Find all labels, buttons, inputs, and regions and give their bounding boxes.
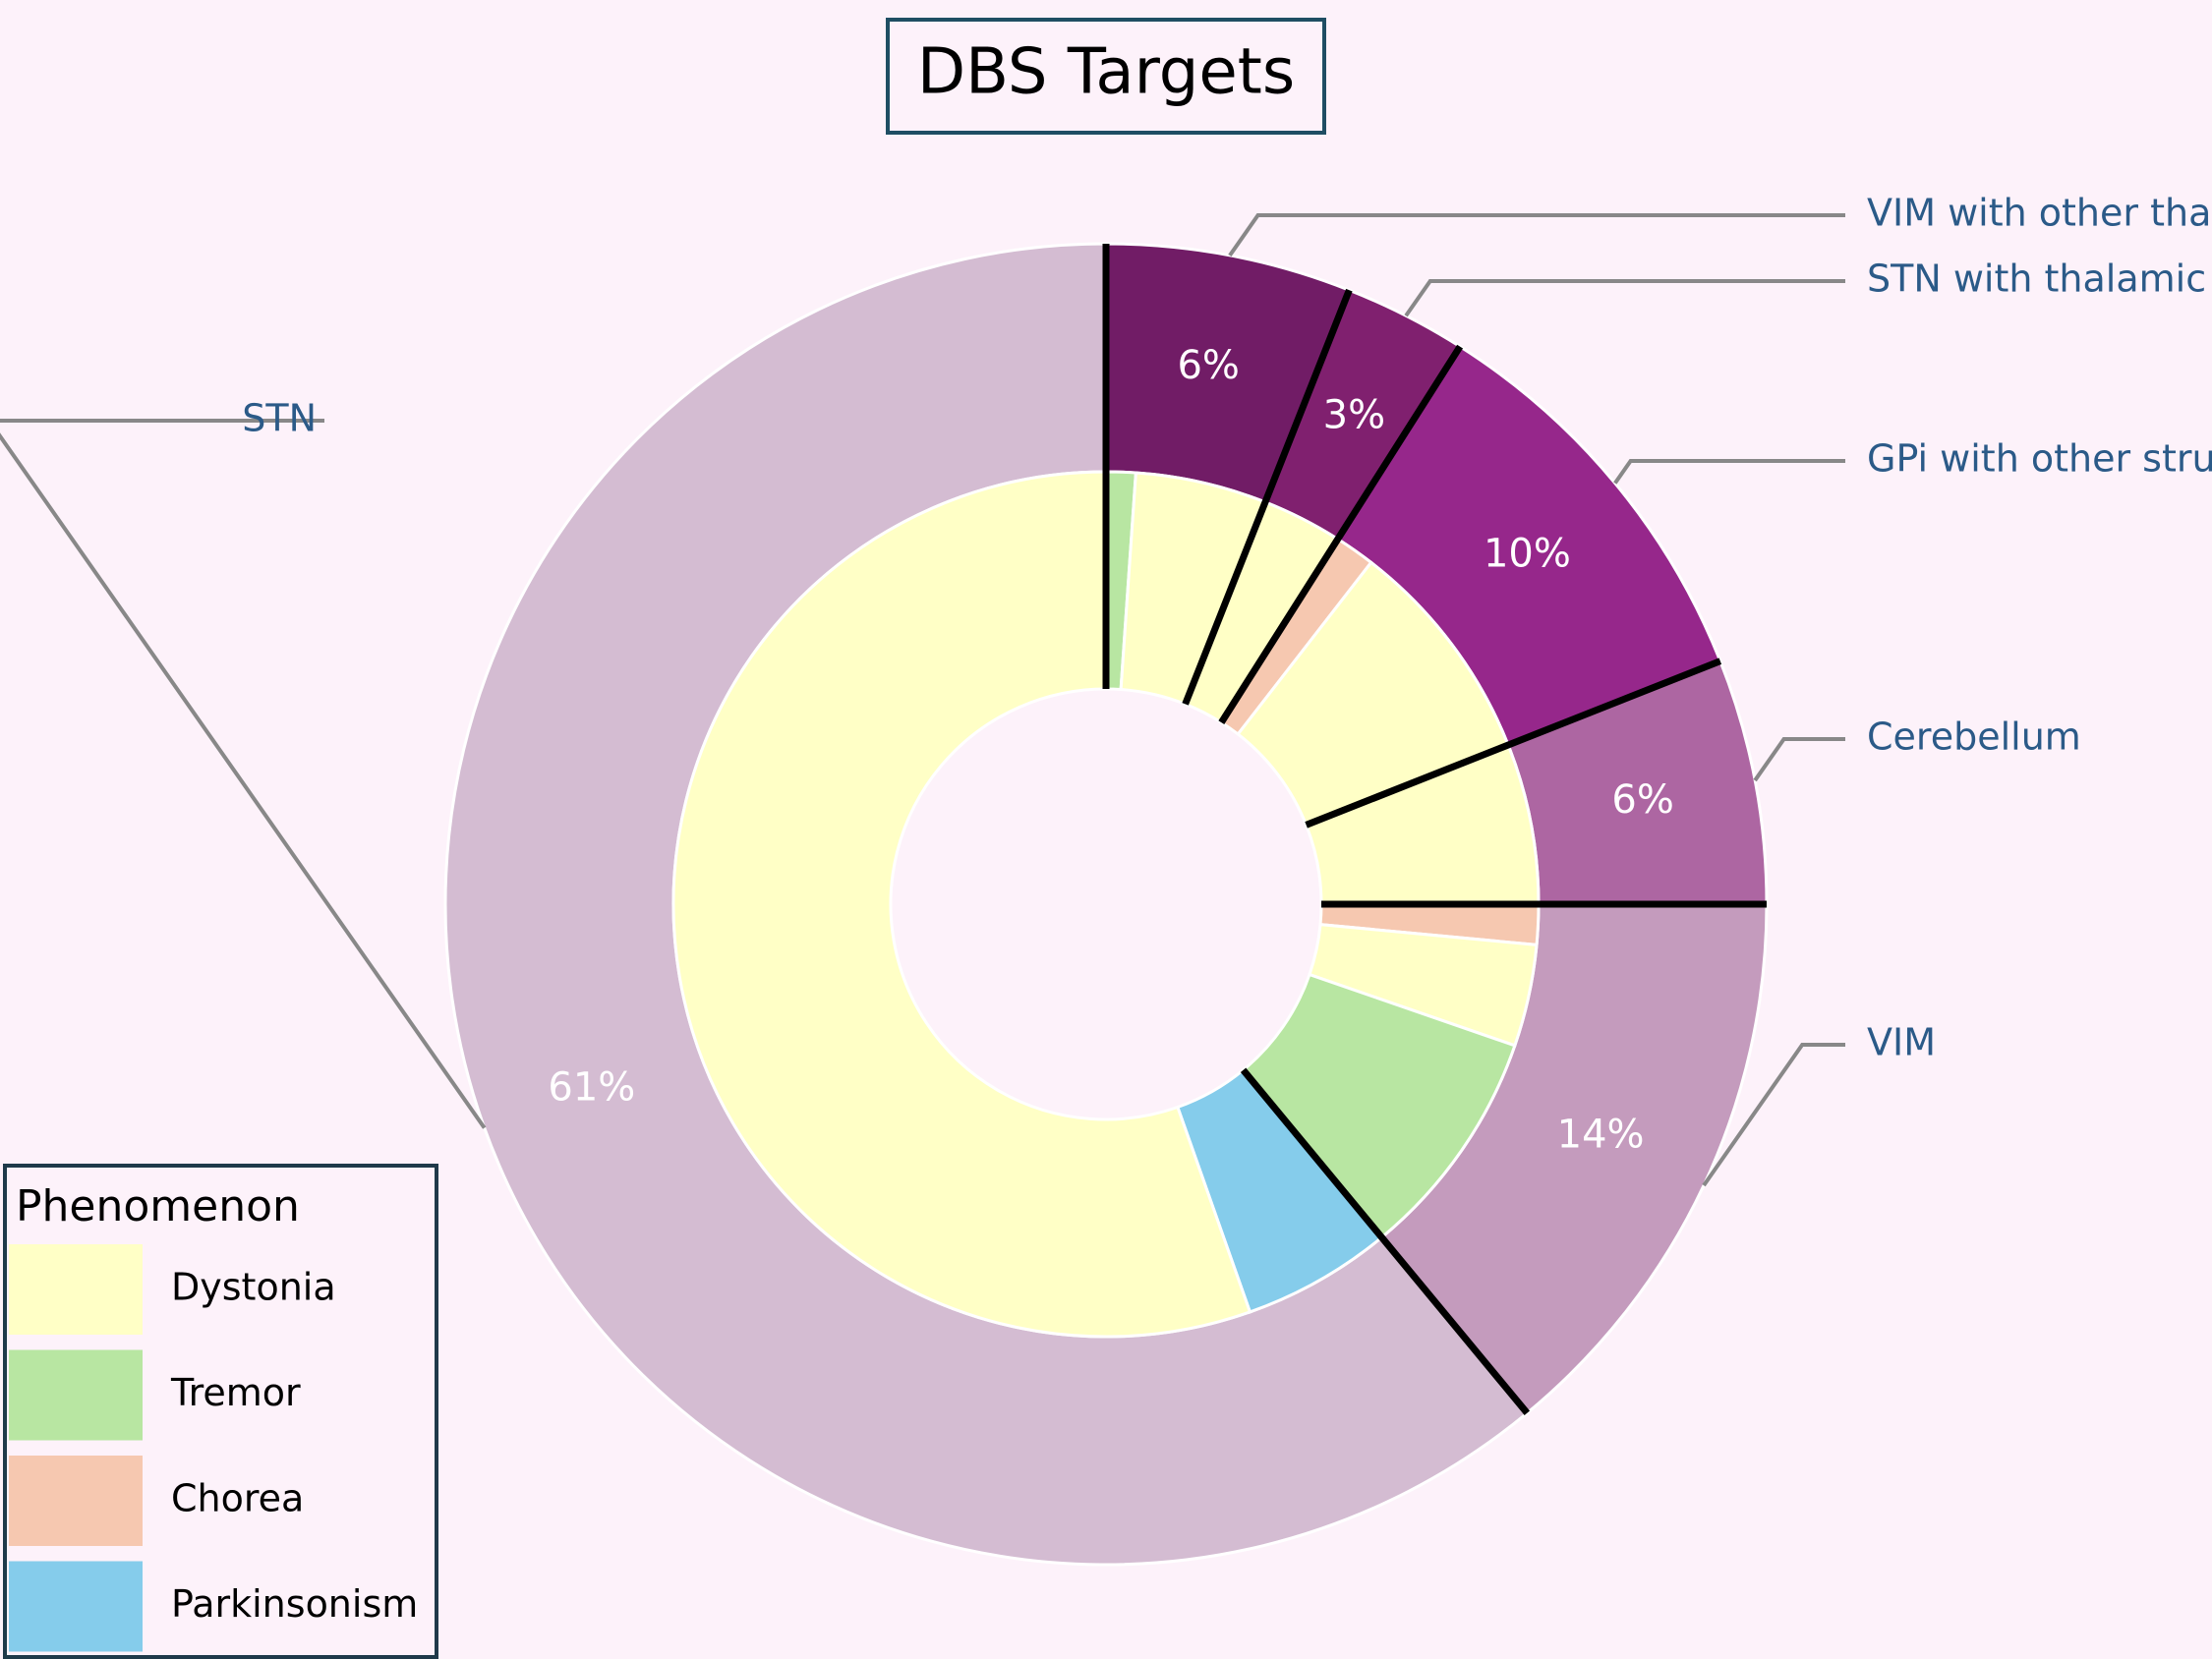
target-label-cerebellum: Cerebellum	[1867, 715, 2081, 759]
separator-line	[1218, 344, 1464, 724]
legend-swatch-tremor	[9, 1349, 143, 1441]
legend-title: Phenomenon	[16, 1181, 300, 1231]
leader-line-vim-with-other-thalamic-nuclei	[1228, 213, 1845, 257]
pct-label-vim: 14%	[1557, 1113, 1645, 1158]
pct-label-stn-with-thalamic-nuclei: 3%	[1323, 393, 1385, 438]
separator-line	[1240, 1067, 1531, 1416]
title-frame	[886, 18, 1326, 135]
chart-title-box: DBS Targets	[886, 18, 1326, 135]
separator-line	[1305, 658, 1722, 829]
legend-items: Dystonia Tremor Chorea Parkinsonism	[9, 1244, 418, 1652]
leader-line-cerebellum	[1753, 737, 1845, 782]
legend-swatch-chorea	[9, 1456, 143, 1546]
legend: Phenomenon Dystonia Tremor Chorea Parkinson…	[3, 1164, 438, 1659]
pct-label-gpi-with-other-structures: 10%	[1484, 532, 1571, 577]
legend-swatch-parkinsonism	[9, 1561, 143, 1652]
legend-label-chorea: Chorea	[171, 1477, 304, 1520]
pct-label-stn: 61%	[548, 1064, 635, 1110]
legend-label-parkinsonism: Parkinsonism	[171, 1582, 418, 1626]
leader-line-stn-with-thalamic-nuclei	[1404, 279, 1845, 317]
pct-label-cerebellum: 6%	[1611, 777, 1673, 823]
percent-labels: 6% 3% 10% 6% 14% 61%	[548, 343, 1673, 1158]
pct-label-vim-with-other-thalamic-nuclei: 6%	[1177, 343, 1239, 388]
target-label-vim: VIM	[1867, 1021, 1936, 1064]
target-label-vim-with-other-thalamic-nuclei: VIM with other thalamic nuclei	[1867, 192, 2212, 235]
target-separators	[1102, 244, 1767, 1416]
leader-line-gpi-with-other-structures	[1613, 459, 1845, 485]
target-label-stn-with-thalamic-nuclei: STN with thalamic nuclei	[1867, 257, 2212, 301]
chart-title: DBS Targets	[917, 36, 1295, 109]
target-label-gpi-with-other-structures: GPi with other structures	[1867, 437, 2212, 481]
target-label-stn: STN	[242, 397, 317, 440]
leader-line-stn	[0, 419, 487, 1129]
leader-line-vim	[1702, 1043, 1845, 1187]
legend-label-dystonia: Dystonia	[171, 1266, 336, 1309]
legend-label-tremor: Tremor	[170, 1371, 301, 1414]
legend-swatch-dystonia	[9, 1244, 143, 1335]
separator-line	[1182, 288, 1353, 706]
target-callouts: VIM with other thalamic nuclei STN with t…	[0, 192, 2212, 1187]
